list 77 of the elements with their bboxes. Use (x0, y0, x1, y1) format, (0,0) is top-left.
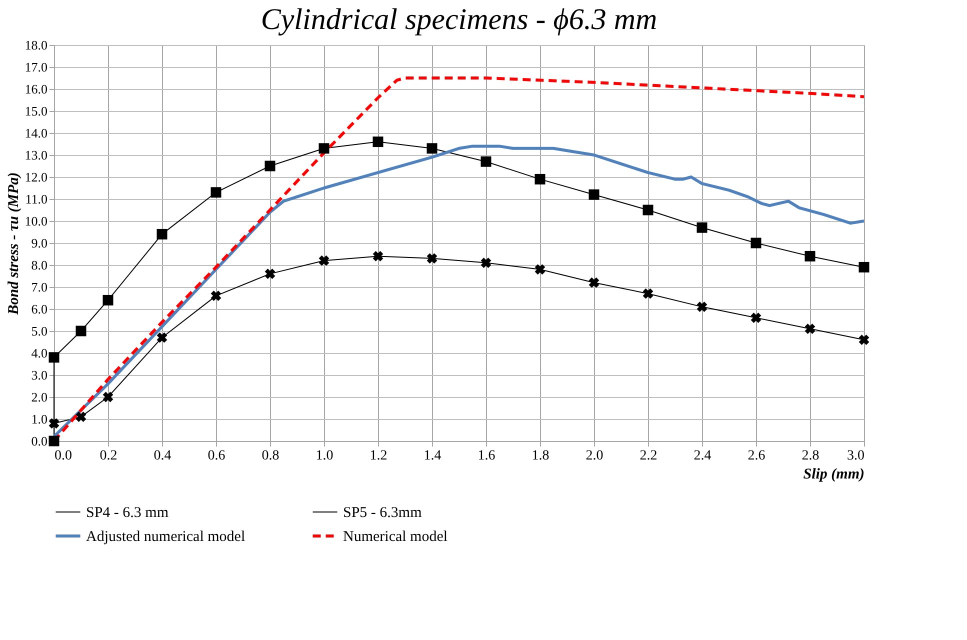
y-tick-label: 18.0 (24, 38, 48, 52)
x-tick-label: 2.2 (640, 448, 658, 464)
x-tick-label: 3.0 (847, 448, 864, 464)
y-tick-label: 10.0 (24, 214, 48, 228)
point (210, 187, 222, 198)
point (48, 436, 60, 446)
point (858, 334, 870, 345)
point (48, 352, 60, 363)
y-tick-label: 0.0 (31, 434, 48, 448)
y-tick-label: 17.0 (24, 60, 48, 74)
point (804, 324, 816, 334)
y-tick-label: 1.0 (31, 412, 48, 426)
point (372, 251, 384, 262)
y-tick-label: 16.0 (24, 82, 48, 96)
x-tick-label: 2.0 (586, 448, 604, 464)
point (642, 288, 654, 299)
x-tick-label: 1.6 (478, 448, 496, 464)
point (588, 277, 600, 288)
point (372, 136, 384, 148)
y-tick-label: 13.0 (24, 148, 48, 162)
y-tick-label: 4.0 (31, 346, 48, 360)
legend-label: SP5 - 6.3mm (343, 505, 422, 521)
point (210, 290, 222, 301)
point (534, 174, 546, 184)
x-tick-label: 1.8 (532, 448, 550, 464)
x-tick-label: 0.4 (154, 448, 172, 464)
x-tick-label: 0.2 (100, 448, 118, 464)
point (696, 302, 708, 312)
x-tick-label: 0.8 (262, 448, 280, 464)
y-tick-label: 9.0 (31, 236, 48, 250)
point (588, 189, 600, 200)
point (426, 253, 438, 264)
y-tick-label: 7.0 (31, 280, 48, 294)
y-tick-label: 12.0 (24, 170, 48, 184)
legend-label: Adjusted numerical model (86, 529, 246, 545)
y-tick-label: 6.0 (31, 302, 48, 316)
point (750, 238, 762, 248)
point (642, 204, 654, 216)
point (76, 326, 86, 336)
point (76, 412, 86, 422)
x-tick-label: 2.6 (748, 448, 766, 464)
x-tick-label: 1.2 (370, 448, 388, 464)
legend-label: Numerical model (343, 529, 448, 545)
point (696, 222, 708, 233)
y-tick-label: 11.0 (25, 192, 48, 206)
point (480, 258, 492, 268)
point (804, 250, 816, 262)
y-tick-label: 8.0 (31, 258, 48, 272)
x-tick-label: 2.4 (694, 448, 712, 464)
chart-title: Cylindrical specimens - ϕ6.3 mm (260, 3, 658, 36)
y-tick-label: 14.0 (24, 126, 48, 140)
point (318, 255, 330, 266)
point (480, 156, 492, 167)
point (264, 268, 276, 279)
x-tick-label: 0.0 (54, 448, 72, 464)
y-tick-label: 5.0 (31, 324, 48, 338)
y-tick-label: 15.0 (24, 104, 48, 118)
point (102, 294, 114, 306)
y-tick-label: 3.0 (31, 368, 48, 382)
legend-label: SP4 - 6.3 mm (86, 505, 169, 521)
point (534, 264, 546, 275)
x-tick-label: 1.0 (316, 448, 334, 464)
x-tick-label: 1.4 (424, 448, 442, 464)
point (426, 143, 438, 154)
x-tick-label: 2.8 (802, 448, 820, 464)
point (156, 228, 168, 240)
point (318, 143, 330, 154)
x-axis-title: Slip (mm) (803, 466, 864, 482)
point (48, 418, 60, 429)
point (264, 160, 276, 172)
y-axis-title: Bond stress - τu (MPa) (6, 172, 22, 316)
y-tick-label: 2.0 (31, 390, 48, 404)
point (750, 312, 762, 323)
x-tick-label: 0.6 (208, 448, 226, 464)
point (858, 262, 870, 272)
point (102, 392, 114, 402)
point (156, 332, 168, 343)
